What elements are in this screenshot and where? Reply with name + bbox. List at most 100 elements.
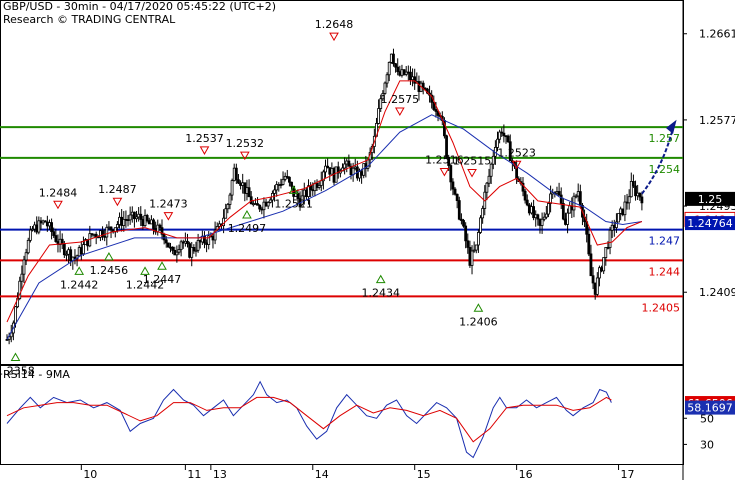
candle-body <box>534 214 538 219</box>
candle-body <box>228 194 232 205</box>
swing-low-marker <box>288 185 299 194</box>
swing-high-marker <box>163 212 174 221</box>
rsi-badge-label: 58.1697 <box>687 402 733 415</box>
swing-low-label: 1.2521 <box>274 197 313 210</box>
candle-body <box>79 247 83 255</box>
candle-body <box>595 277 599 295</box>
candle-body <box>328 167 332 175</box>
candle-body <box>230 180 234 196</box>
swing-low-label: 1.2406 <box>459 315 498 328</box>
price-badge-label: 1.24764 <box>687 217 733 230</box>
candle-body <box>45 221 49 227</box>
swing-high-marker <box>53 200 63 210</box>
candle-body <box>241 182 245 186</box>
level-label: 1.257 <box>649 132 681 145</box>
candle-body <box>166 242 170 248</box>
swing-high-marker <box>394 107 405 116</box>
candle-body <box>557 191 561 196</box>
swing-high-marker <box>329 32 339 42</box>
candle-body <box>409 71 412 81</box>
candle-body <box>345 160 349 165</box>
chart-title: GBP/USD - 30min - 04/17/2020 05:45:22 (U… <box>3 0 276 13</box>
candle-body <box>245 187 249 194</box>
price-tick-label: 1.2409 <box>699 286 735 299</box>
candle-body <box>145 215 149 222</box>
candle-body <box>143 215 147 227</box>
candle-body <box>576 191 580 197</box>
candle-body <box>33 224 37 230</box>
candle-body <box>103 235 107 238</box>
candle-body <box>321 171 325 182</box>
candle-body <box>632 181 635 187</box>
swing-high-label: 1.2515 <box>453 155 492 168</box>
swing-low-label: 1.2434 <box>361 287 400 300</box>
candle-body <box>213 229 217 241</box>
candle-body <box>37 220 41 233</box>
candle-body <box>621 208 625 216</box>
candle-body <box>498 131 502 140</box>
ma-slow-line <box>6 114 642 340</box>
candle-body <box>587 233 591 255</box>
candle-body <box>277 184 281 186</box>
candle-body <box>211 236 215 241</box>
swing-high-label: 1.2516 <box>425 153 464 166</box>
candle-body <box>549 193 552 204</box>
candle-body <box>188 243 192 258</box>
candle-body <box>313 183 317 192</box>
candle-body <box>568 205 572 214</box>
candle-body <box>462 220 465 227</box>
candle-body <box>90 233 94 236</box>
candle-body <box>60 238 64 245</box>
candle-body <box>302 189 306 197</box>
candle-body <box>353 166 357 169</box>
swing-high-label: 1.2484 <box>39 186 78 199</box>
candle-body <box>50 222 53 233</box>
candle-body <box>82 244 85 255</box>
candle-body <box>156 224 160 233</box>
candle-body <box>392 53 395 65</box>
candle-body <box>502 132 506 137</box>
candle-body <box>398 71 402 76</box>
candle-body <box>564 218 567 225</box>
swing-high-label: 1.2532 <box>226 137 265 150</box>
candle-body <box>226 204 230 210</box>
candle-body <box>24 252 28 261</box>
candle-body <box>307 185 310 197</box>
candle-body <box>453 188 457 195</box>
candle-body <box>147 220 151 225</box>
swing-low-marker <box>140 266 150 275</box>
x-tick-label: 14 <box>315 468 329 480</box>
candle-body <box>451 181 455 190</box>
candle-body <box>487 175 491 184</box>
swing-high-marker <box>199 146 210 155</box>
candle-body <box>273 189 276 194</box>
rsi-title: RSI14 - 9MA <box>3 368 70 381</box>
rsi-line <box>6 380 612 459</box>
candle-body <box>491 155 495 165</box>
candle-body <box>105 226 109 238</box>
price-badge <box>685 216 735 231</box>
candle-body <box>536 214 540 220</box>
candle-body <box>619 208 623 214</box>
candle-body <box>540 218 544 226</box>
candle-body <box>389 53 393 63</box>
candle-body <box>460 218 463 221</box>
candle-body <box>638 192 642 198</box>
x-tick-label: 10 <box>83 468 97 480</box>
candle-body <box>262 201 266 211</box>
swing-high-marker <box>439 167 450 177</box>
candle-body <box>377 108 380 124</box>
candle-body <box>41 220 45 224</box>
candle-body <box>234 167 238 181</box>
candle-body <box>279 184 283 186</box>
swing-low-label: 1.2497 <box>228 222 267 235</box>
candle-body <box>402 69 406 75</box>
candle-body <box>20 273 24 282</box>
candle-body <box>35 224 39 233</box>
candle-body <box>120 216 124 226</box>
candle-body <box>124 219 128 221</box>
candle-body <box>126 219 130 222</box>
candle-body <box>358 171 361 179</box>
candle-body <box>555 191 559 194</box>
